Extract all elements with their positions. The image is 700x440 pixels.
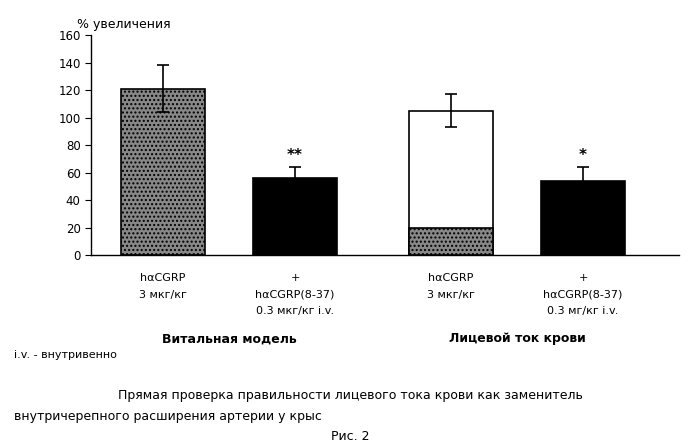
Text: Витальная модель: Витальная модель: [162, 332, 296, 345]
Text: hαCGRP(8-37): hαCGRP(8-37): [543, 290, 623, 300]
Text: +: +: [578, 273, 588, 283]
Text: внутричерепного расширения артерии у крыс: внутричерепного расширения артерии у кры…: [14, 410, 322, 423]
Text: i.v. - внутривенно: i.v. - внутривенно: [14, 350, 117, 360]
Text: Прямая проверка правильности лицевого тока крови как заменитель: Прямая проверка правильности лицевого то…: [118, 389, 582, 403]
Text: 3 мкг/кг: 3 мкг/кг: [139, 290, 187, 300]
Bar: [409, 228, 493, 255]
Text: +: +: [290, 273, 300, 283]
Text: **: **: [287, 148, 303, 163]
Bar: [409, 111, 493, 255]
Text: hαCGRP: hαCGRP: [140, 273, 186, 283]
Text: Лицевой ток крови: Лицевой ток крови: [449, 332, 585, 345]
Text: 3 мкг/кг: 3 мкг/кг: [427, 290, 475, 300]
Bar: [253, 178, 337, 255]
Text: 0.3 мкг/кг i.v.: 0.3 мкг/кг i.v.: [256, 306, 334, 316]
Text: hαCGRP(8-37): hαCGRP(8-37): [256, 290, 335, 300]
Text: % увеличения: % увеличения: [77, 18, 171, 31]
Bar: [121, 89, 205, 255]
Text: hαCGRP: hαCGRP: [428, 273, 474, 283]
Bar: [541, 181, 625, 255]
Text: 0.3 мг/кг i.v.: 0.3 мг/кг i.v.: [547, 306, 619, 316]
Text: *: *: [579, 148, 587, 163]
Text: Рис. 2: Рис. 2: [330, 430, 370, 440]
